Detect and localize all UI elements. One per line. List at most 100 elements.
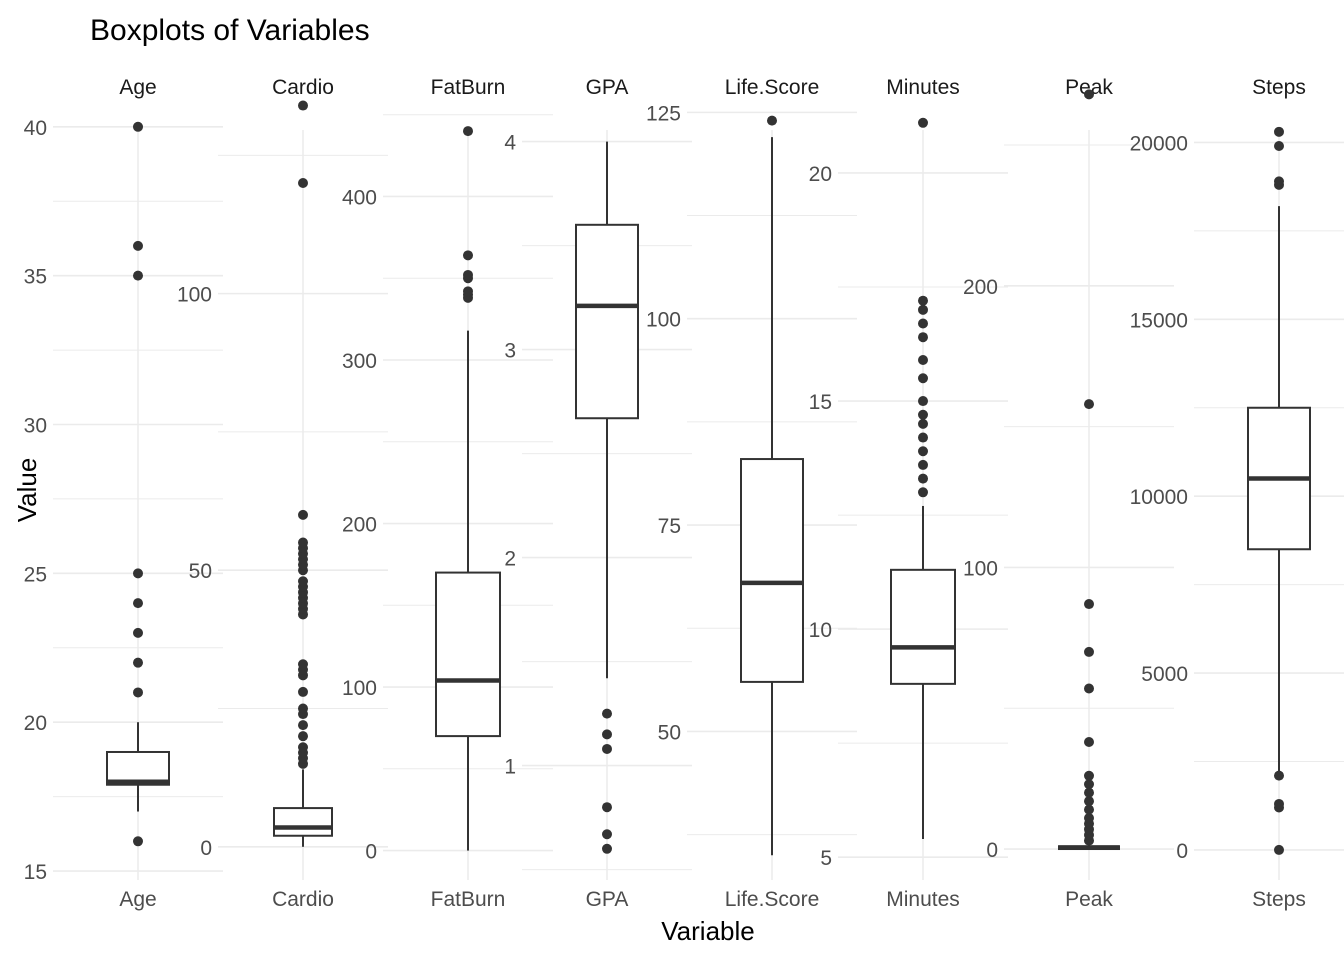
outlier-point: [133, 270, 143, 281]
box-iqr: [435, 571, 501, 738]
strip-label: Cardio: [272, 76, 334, 99]
x-tick-label: Cardio: [272, 888, 334, 911]
outlier-point: [298, 686, 308, 697]
box-iqr: [890, 568, 956, 685]
y-tick-label: 15: [24, 861, 47, 884]
strip-label: Peak: [1065, 76, 1113, 99]
strip-label: Age: [119, 76, 156, 99]
y-tick-label: 50: [658, 721, 681, 744]
y-tick-label: 300: [342, 350, 377, 373]
facet-panel-life-score: Life.Score 50 75 100 125 Life.Score: [646, 76, 857, 911]
y-tick-label: 75: [658, 515, 681, 538]
x-tick-label: Age: [119, 888, 156, 911]
outlier-point: [602, 829, 612, 840]
outlier-point: [602, 802, 612, 813]
x-axis-label: Variable: [661, 916, 754, 946]
y-tick-label: 15: [809, 391, 832, 414]
y-tick-label: 5: [820, 847, 832, 870]
outlier-point: [133, 836, 143, 847]
x-tick-label: GPA: [586, 888, 629, 911]
y-tick-label: 0: [986, 839, 998, 862]
strip-label: Life.Score: [725, 76, 820, 99]
outlier-point: [1084, 399, 1094, 410]
outlier-point: [298, 576, 308, 587]
y-tick-label: 15000: [1130, 309, 1188, 332]
facet-panel-fatburn: FatBurn 0 100 200 300 400 FatBurn: [342, 76, 553, 911]
strip-label: Minutes: [886, 76, 960, 99]
outlier-point: [918, 459, 928, 470]
outlier-point: [1274, 798, 1284, 809]
x-tick-label: Steps: [1252, 888, 1306, 911]
outlier-point: [298, 720, 308, 731]
outlier-point: [298, 177, 308, 188]
outlier-point: [1084, 683, 1094, 694]
facet-panel-minutes: Minutes 5 10 15 20 Minutes: [809, 76, 1008, 911]
y-tick-label: 400: [342, 186, 377, 209]
y-tick-label: 200: [963, 276, 998, 299]
y-tick-label: 30: [24, 415, 47, 438]
outlier-point: [298, 659, 308, 670]
y-tick-label: 0: [365, 841, 377, 864]
outlier-point: [918, 355, 928, 365]
outlier-point: [1084, 646, 1094, 657]
y-tick-label: 100: [177, 284, 212, 307]
y-tick-label: 125: [646, 102, 681, 125]
outlier-point: [918, 117, 928, 128]
x-tick-label: Life.Score: [725, 888, 820, 911]
x-tick-label: Peak: [1065, 888, 1113, 911]
y-tick-label: 2: [504, 548, 516, 571]
outlier-point: [298, 731, 308, 742]
outlier-point: [1274, 140, 1284, 151]
outlier-point: [918, 332, 928, 343]
outlier-point: [133, 598, 143, 609]
outlier-point: [1274, 176, 1284, 187]
outlier-point: [1084, 779, 1094, 790]
y-axis-label: Value: [12, 458, 42, 523]
y-tick-label: 0: [1176, 840, 1188, 863]
x-tick-label: Minutes: [886, 888, 960, 911]
outlier-point: [298, 100, 308, 111]
outlier-point: [767, 115, 777, 126]
outlier-point: [1084, 787, 1094, 798]
outlier-point: [1274, 844, 1284, 855]
outlier-point: [133, 657, 143, 668]
outlier-point: [463, 126, 473, 137]
y-tick-label: 0: [200, 837, 212, 860]
outlier-point: [298, 509, 308, 520]
y-tick-label: 10000: [1130, 486, 1188, 509]
outlier-point: [298, 742, 308, 753]
y-tick-label: 20000: [1130, 132, 1188, 155]
outlier-point: [1084, 599, 1094, 610]
outlier-point: [133, 687, 143, 698]
y-tick-label: 35: [24, 266, 47, 289]
outlier-point: [918, 396, 928, 407]
outlier-point: [133, 627, 143, 638]
chart-title: Boxplots of Variables: [90, 14, 370, 47]
strip-label: GPA: [586, 76, 629, 99]
outlier-point: [602, 743, 612, 754]
facet-panel-cardio: Cardio 0 50 100 Cardio: [177, 76, 388, 911]
strip-label: Steps: [1252, 76, 1306, 99]
outlier-point: [918, 446, 928, 457]
outlier-point: [602, 729, 612, 740]
outlier-point: [1274, 770, 1284, 781]
y-tick-label: 200: [342, 514, 377, 537]
outlier-point: [1084, 804, 1094, 815]
box-iqr: [575, 223, 639, 420]
y-tick-label: 20: [809, 163, 832, 186]
outlier-point: [918, 418, 928, 429]
outlier-point: [602, 708, 612, 719]
box-iqr: [106, 750, 170, 786]
outlier-point: [918, 409, 928, 420]
box-iqr: [740, 458, 804, 683]
facet-panel-steps: Steps 0 5000 10000 15000 20000 Steps: [1130, 76, 1344, 911]
outlier-point: [918, 487, 928, 498]
y-tick-label: 1: [504, 756, 516, 779]
y-tick-label: 50: [189, 560, 212, 583]
outlier-point: [918, 318, 928, 329]
outlier-point: [1084, 796, 1094, 807]
y-tick-label: 20: [24, 712, 47, 735]
x-tick-label: FatBurn: [431, 888, 506, 911]
outlier-point: [918, 295, 928, 306]
